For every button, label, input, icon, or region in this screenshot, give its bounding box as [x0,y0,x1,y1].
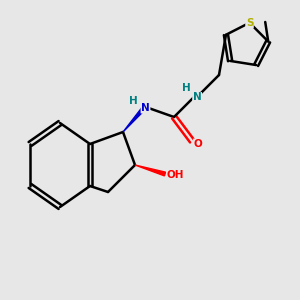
Text: S: S [246,18,253,28]
Polygon shape [123,107,146,132]
Text: H: H [182,82,190,93]
Text: N: N [141,103,150,113]
Polygon shape [135,165,166,176]
Text: H: H [129,95,138,106]
Text: O: O [194,139,202,149]
Text: N: N [193,92,202,103]
Text: OH: OH [167,170,184,181]
